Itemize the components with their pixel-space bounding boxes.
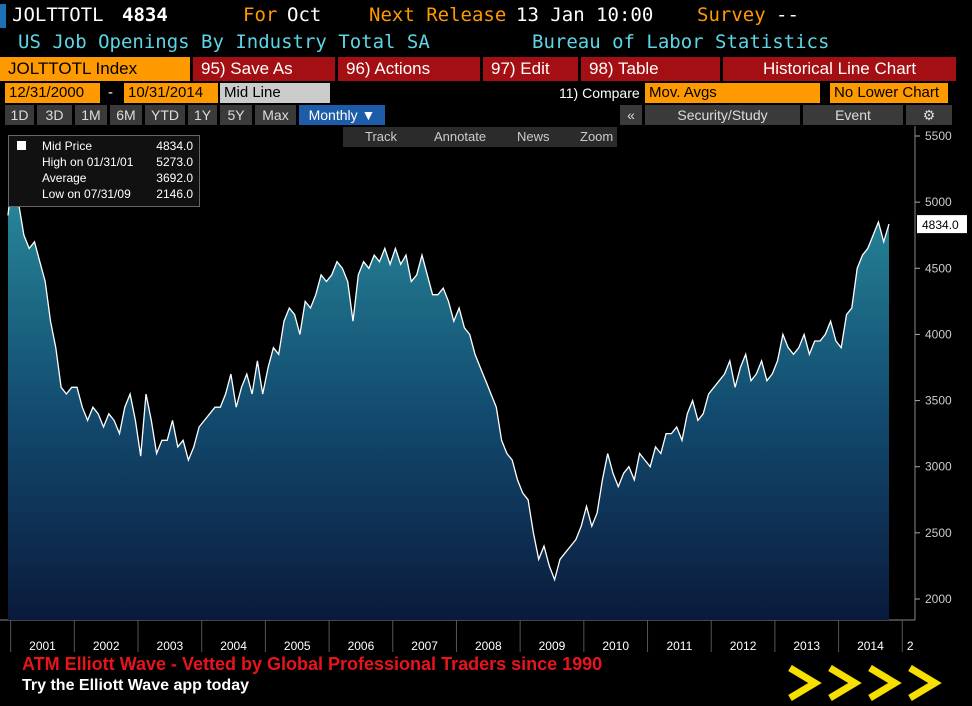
last-value-label: 4834.0 [922, 218, 959, 232]
x-tick-label: 2003 [157, 639, 184, 653]
chevrons [788, 664, 942, 702]
period-button[interactable]: YTD [145, 105, 185, 125]
x-tick-label: 2005 [284, 639, 311, 653]
x-tick-label: 2009 [539, 639, 566, 653]
settings-button[interactable]: ⚙ [906, 105, 952, 125]
lower-select[interactable]: No Lower Chart [830, 83, 948, 103]
x-tick-label: 2011 [666, 639, 692, 653]
period-button[interactable]: 1Y [188, 105, 217, 125]
security-button[interactable]: Security/Study [645, 105, 800, 125]
release-value: 13 Jan 10:00 [516, 4, 654, 26]
field-select[interactable]: Mid Line [220, 83, 330, 103]
legend-value: 2146.0 [156, 187, 193, 201]
x-tick-label: 2 [907, 639, 914, 653]
legend-label: Average [42, 171, 87, 185]
legend-label: Mid Price [42, 139, 93, 153]
period-button[interactable]: 3D [37, 105, 72, 125]
tool-annotate[interactable]: Annotate [434, 129, 487, 144]
legend-label: High on 01/31/01 [42, 155, 134, 169]
x-tick-label: 2004 [220, 639, 247, 653]
period-button[interactable]: 6M [110, 105, 142, 125]
ad-headline[interactable]: ATM Elliott Wave - Vetted by Global Prof… [22, 654, 603, 674]
legend-value: 3692.0 [156, 171, 193, 185]
area [8, 166, 889, 620]
period-button[interactable]: Max [255, 105, 296, 125]
end-date[interactable]: 10/31/2014 [124, 83, 218, 103]
y-tick-label: 5000 [925, 195, 952, 209]
x-tick-label: 2013 [793, 639, 820, 653]
chart-type[interactable]: Historical Line Chart [723, 57, 956, 81]
y-tick-label: 2500 [925, 526, 952, 540]
y-tick-label: 3000 [925, 460, 952, 474]
line [7, 165, 890, 582]
ad-subline[interactable]: Try the Elliott Wave app today [22, 677, 249, 694]
x-tick-label: 2001 [29, 639, 56, 653]
last-value: 4834 [122, 4, 168, 26]
ticker: JOLTTOTL [12, 4, 104, 26]
y-tick-label: 3500 [925, 394, 952, 408]
chart-tools: Track Annotate News Zoom [343, 127, 617, 147]
start-date[interactable]: 12/31/2000 [5, 83, 100, 103]
legend-swatch [17, 141, 26, 150]
range-dash: - [108, 84, 113, 101]
survey-label: Survey [697, 4, 766, 26]
survey-value: -- [776, 4, 799, 26]
for-label: For [243, 4, 278, 26]
event-button[interactable]: Event [803, 105, 903, 125]
x-tick-label: 2014 [857, 639, 884, 653]
x-tick-label: 2012 [730, 639, 757, 653]
x-tick-label: 2010 [602, 639, 629, 653]
compare-select[interactable]: Mov. Avgs [645, 83, 820, 103]
period-button[interactable]: 1M [75, 105, 107, 125]
ticker-marker [0, 4, 6, 28]
last-value-box [917, 215, 967, 234]
legend-value: 4834.0 [156, 139, 193, 153]
table-button[interactable]: 98) Table [581, 57, 720, 81]
description: US Job Openings By Industry Total SA [18, 31, 430, 53]
x-tick-label: 2007 [411, 639, 438, 653]
compare-label: 11) Compare [559, 85, 640, 101]
tool-track[interactable]: Track [365, 129, 398, 144]
y-tick-label: 4500 [925, 261, 952, 275]
frequency-select[interactable]: Monthly ▼ [299, 105, 385, 125]
period-button[interactable]: 5Y [220, 105, 252, 125]
y-tick-label: 5500 [925, 129, 952, 143]
legend: Mid Price 4834.0 High on 01/31/01 5273.0… [8, 135, 200, 207]
source: Bureau of Labor Statistics [532, 31, 830, 53]
x-tick-label: 2006 [348, 639, 375, 653]
x-tick-label: 2002 [93, 639, 120, 653]
index-field[interactable]: JOLTTOTL Index [0, 57, 190, 81]
y-tick-label: 4000 [925, 327, 952, 341]
release-label: Next Release [369, 4, 507, 26]
collapse-button[interactable]: « [620, 105, 642, 125]
tool-zoom[interactable]: Zoom [580, 129, 614, 144]
legend-value: 5273.0 [156, 155, 193, 169]
period-button[interactable]: 1D [5, 105, 34, 125]
y-tick-label: 2000 [925, 592, 952, 606]
save-button[interactable]: 95) Save As [193, 57, 335, 81]
x-tick-label: 2008 [475, 639, 502, 653]
for-value: Oct [287, 4, 322, 26]
actions-button[interactable]: 96) Actions [338, 57, 480, 81]
tool-news[interactable]: News [517, 129, 550, 144]
edit-button[interactable]: 97) Edit [483, 57, 578, 81]
legend-label: Low on 07/31/09 [42, 187, 131, 201]
